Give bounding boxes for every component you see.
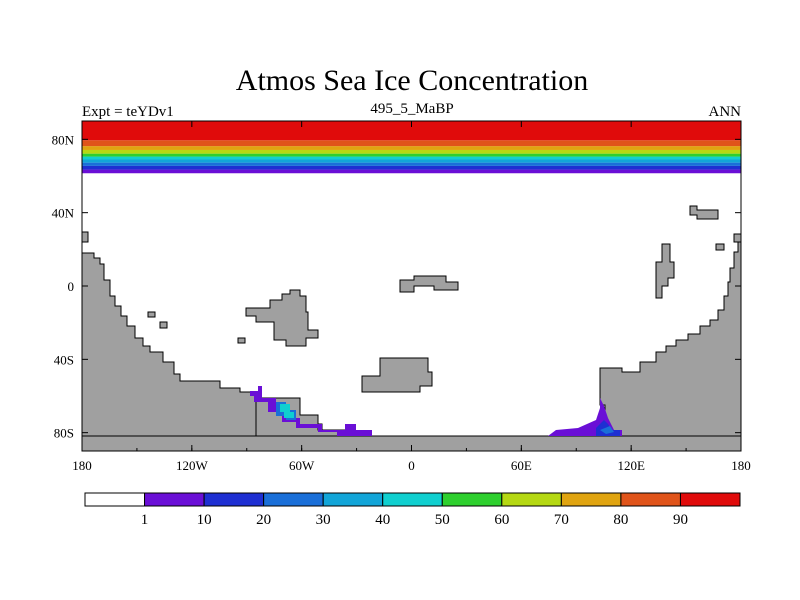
colorbar-swatch bbox=[382, 492, 443, 507]
y-tick-label: 80N bbox=[52, 132, 75, 147]
y-tick-label: 40N bbox=[52, 206, 75, 221]
arctic-sea-ice bbox=[82, 121, 741, 174]
ice-patch-east-center bbox=[600, 426, 614, 434]
x-tick-label: 60W bbox=[289, 458, 315, 473]
y-axis-labels: 80N 40N 0 40S 80S bbox=[52, 132, 75, 440]
land-east-island bbox=[655, 243, 675, 299]
colorbar-label: 70 bbox=[554, 512, 569, 528]
colorbar-label: 40 bbox=[375, 512, 390, 528]
land-islet-3 bbox=[147, 311, 156, 318]
axis-ticks bbox=[81, 121, 742, 451]
land-islet-1 bbox=[715, 243, 725, 251]
colorbar-label: 10 bbox=[197, 512, 212, 528]
ice-band bbox=[82, 146, 741, 150]
colorbar-label: 50 bbox=[435, 512, 450, 528]
colorbar-label: 80 bbox=[613, 512, 628, 528]
ice-band bbox=[82, 156, 741, 160]
ice-band bbox=[82, 121, 741, 141]
plot-subtitle: 495_5_MaBP bbox=[370, 101, 453, 117]
land-small-island-ne bbox=[689, 205, 719, 220]
ice-band bbox=[82, 153, 741, 157]
plot-title: Atmos Sea Ice Concentration bbox=[236, 64, 588, 97]
colorbar-swatch bbox=[322, 492, 384, 507]
colorbar-swatch bbox=[679, 492, 741, 507]
ice-band bbox=[82, 140, 741, 147]
y-tick-label: 80S bbox=[54, 426, 74, 441]
colorbar-labels: 1 10 20 30 40 50 60 70 80 90 bbox=[141, 512, 688, 528]
land-equatorial-continent bbox=[245, 289, 319, 347]
ice-band bbox=[82, 162, 741, 166]
x-tick-label: 180 bbox=[72, 458, 92, 473]
landmasses bbox=[81, 205, 742, 452]
land-northern-island bbox=[399, 275, 459, 293]
colorbar-swatch bbox=[441, 492, 503, 507]
colorbar-swatch bbox=[501, 492, 562, 507]
land-south-continent bbox=[361, 357, 433, 393]
y-tick-label: 0 bbox=[68, 279, 75, 294]
colorbar-label: 60 bbox=[494, 512, 509, 528]
land-islet-6 bbox=[81, 231, 89, 243]
land-islet-4 bbox=[159, 321, 168, 329]
colorbar-swatch bbox=[620, 492, 681, 507]
colorbar bbox=[84, 492, 741, 507]
colorbar-label: 90 bbox=[673, 512, 688, 528]
land-islet-2 bbox=[733, 233, 742, 243]
ice-band bbox=[82, 159, 741, 163]
experiment-label: Expt = teYDv1 bbox=[82, 104, 174, 120]
ice-band bbox=[82, 149, 741, 154]
ice-patch-west-center bbox=[280, 404, 294, 418]
colorbar-swatch bbox=[84, 492, 146, 507]
ice-band bbox=[82, 165, 741, 170]
ice-band bbox=[82, 169, 741, 174]
x-tick-label: 120W bbox=[176, 458, 209, 473]
colorbar-swatch bbox=[144, 492, 205, 507]
ice-patch-west bbox=[250, 386, 372, 436]
colorbar-swatch bbox=[263, 492, 324, 507]
map-plot-area bbox=[81, 120, 742, 452]
x-tick-label: 120E bbox=[617, 458, 645, 473]
x-axis-labels: 180 120W 60W 0 60E 120E 180 bbox=[72, 458, 751, 473]
colorbar-label: 20 bbox=[256, 512, 271, 528]
x-tick-label: 0 bbox=[408, 458, 415, 473]
x-tick-label: 180 bbox=[731, 458, 751, 473]
y-tick-label: 40S bbox=[54, 352, 74, 367]
colorbar-swatch bbox=[203, 492, 265, 507]
antarctic-sea-ice bbox=[250, 386, 622, 436]
colorbar-label: 30 bbox=[316, 512, 331, 528]
x-tick-label: 60E bbox=[511, 458, 532, 473]
colorbar-label: 1 bbox=[141, 512, 149, 528]
season-label: ANN bbox=[709, 104, 742, 120]
colorbar-swatch bbox=[560, 492, 622, 507]
land-islet-5 bbox=[237, 337, 246, 344]
